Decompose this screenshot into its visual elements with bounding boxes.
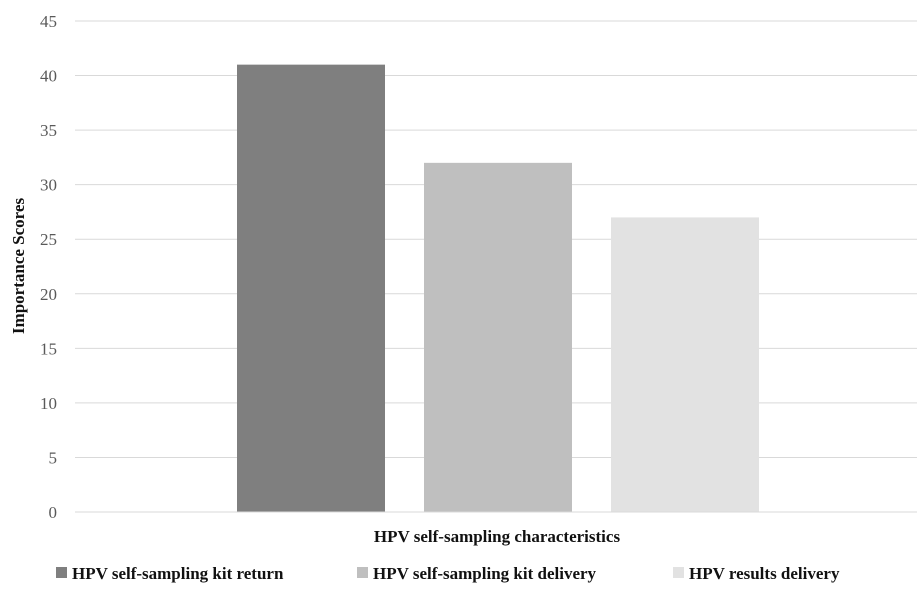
y-tick-label: 40 — [40, 67, 57, 86]
y-tick-label: 0 — [49, 503, 58, 522]
bar-3 — [611, 217, 759, 512]
legend-swatch-2 — [357, 567, 368, 578]
y-tick-label: 10 — [40, 394, 57, 413]
y-tick-label: 25 — [40, 230, 57, 249]
bar-2 — [424, 162, 572, 512]
x-axis-title: HPV self-sampling characteristics — [374, 527, 621, 546]
legend: HPV self-sampling kit return HPV self-sam… — [56, 564, 840, 583]
y-tick-label: 30 — [40, 176, 57, 195]
y-axis-title: Importance Scores — [9, 198, 28, 335]
y-tick-label: 45 — [40, 12, 57, 31]
y-tick-label: 15 — [40, 339, 57, 358]
legend-label-1: HPV self-sampling kit return — [72, 564, 284, 583]
y-axis-ticks: 0 5 10 15 20 25 30 35 40 45 — [40, 12, 57, 522]
y-tick-label: 5 — [49, 448, 58, 467]
legend-swatch-3 — [673, 567, 684, 578]
bars — [237, 64, 759, 513]
legend-swatch-1 — [56, 567, 67, 578]
legend-label-3: HPV results delivery — [689, 564, 840, 583]
bar-1 — [237, 64, 385, 513]
y-tick-label: 20 — [40, 285, 57, 304]
y-tick-label: 35 — [40, 121, 57, 140]
legend-label-2: HPV self-sampling kit delivery — [373, 564, 597, 583]
